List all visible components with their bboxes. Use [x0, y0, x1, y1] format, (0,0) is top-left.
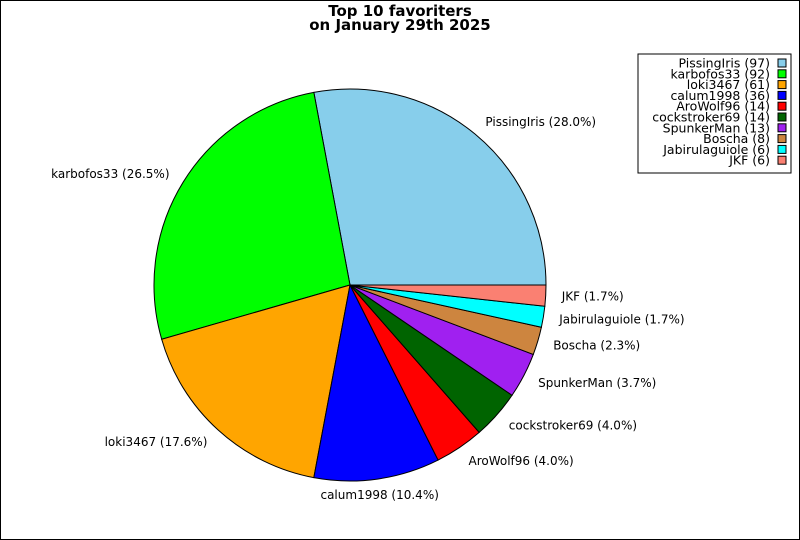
legend-entry: Boscha (8) [703, 131, 770, 146]
pie-slice-jkf [349, 284, 547, 307]
slice-label-karbofos33: karbofos33 (26.5%) [51, 167, 169, 181]
legend-swatch [777, 123, 787, 133]
legend-entry: karbofos33 (92) [671, 66, 771, 81]
legend-box [637, 53, 792, 174]
legend-entry: AroWolf96 (14) [676, 99, 770, 114]
legend-entry: JKF (6) [728, 153, 770, 168]
slice-label-pissingiris: PissingIris (28.0%) [485, 115, 596, 129]
pie-slice-karbofos33 [153, 91, 351, 340]
legend-swatch [777, 69, 787, 79]
pie-slices [153, 88, 547, 482]
legend-entry: SpunkerMan (13) [663, 120, 770, 135]
slice-label-jabirulaguiole: Jabirulaguiole (1.7%) [558, 312, 684, 326]
chart-title: Top 10 favoriters [328, 2, 472, 20]
legend-entry: cockstroker69 (14) [652, 110, 770, 125]
legend-entry: calum1998 (36) [670, 88, 770, 103]
legend-entry: PissingIris (97) [678, 56, 770, 71]
legend-entry: Jabirulaguiole (6) [662, 142, 770, 157]
legend-swatch [777, 101, 787, 111]
slice-label-spunkerman: SpunkerMan (3.7%) [538, 376, 656, 390]
legend-swatch [777, 144, 787, 154]
legend-swatch [777, 58, 787, 68]
legend-swatch [777, 155, 787, 165]
slice-label-loki3467: loki3467 (17.6%) [105, 435, 208, 449]
pie-slice-loki3467 [161, 284, 351, 479]
legend-swatch [777, 90, 787, 100]
slice-labels: PissingIris (28.0%) karbofos33 (26.5%) lok… [51, 115, 684, 502]
slice-label-jkf: JKF (1.7%) [561, 290, 624, 304]
legend-entry: loki3467 (61) [687, 77, 770, 92]
slice-label-arowolf96: AroWolf96 (4.0%) [469, 454, 574, 468]
slice-label-boscha: Boscha (2.3%) [553, 339, 640, 353]
slice-label-calum1998: calum1998 (10.4%) [320, 488, 438, 502]
slice-label-cockstroker69: cockstroker69 (4.0%) [509, 419, 637, 433]
legend-swatch [777, 112, 787, 122]
chart-subtitle: on January 29th 2025 [309, 16, 490, 34]
legend: PissingIris (97)karbofos33 (92)loki3467 … [637, 53, 792, 174]
legend-swatch [777, 134, 787, 144]
pie-slice-pissingiris [313, 88, 547, 286]
pie-slice-calum1998 [313, 283, 439, 482]
legend-swatch [777, 80, 787, 90]
